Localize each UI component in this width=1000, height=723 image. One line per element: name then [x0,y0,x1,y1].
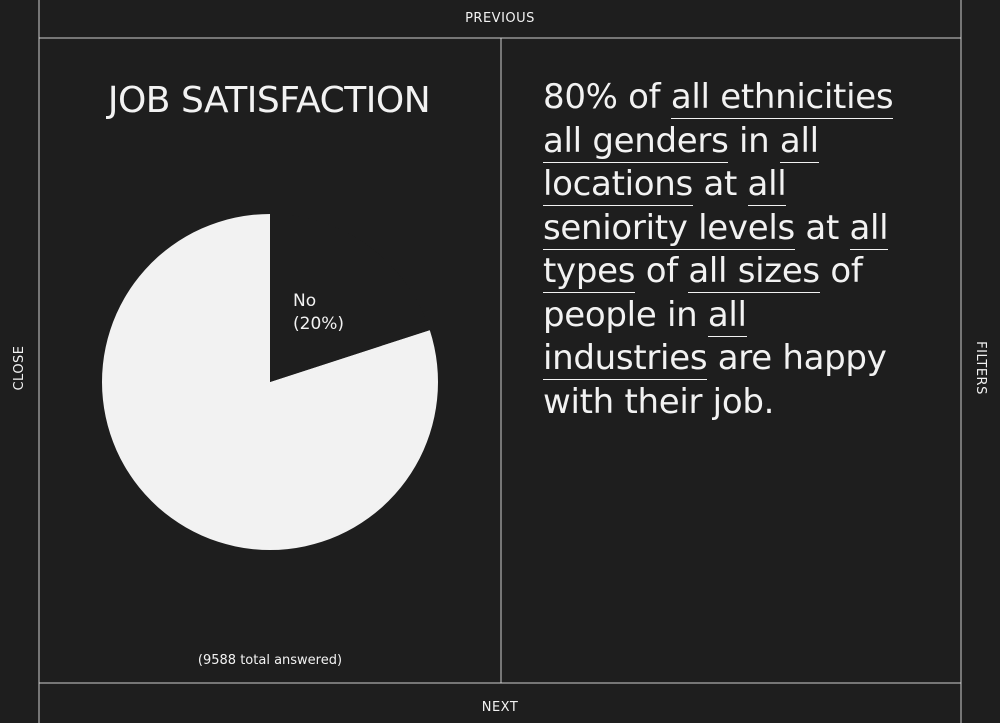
pie-slice [270,214,430,382]
filters-button[interactable]: FILTERS [973,341,988,395]
filter-link[interactable]: all [849,207,889,250]
filter-link[interactable]: all ethnicities [670,77,894,119]
summary-segment: at [703,164,738,204]
filter-link[interactable]: all genders [543,120,729,163]
filter-link[interactable]: locations [543,164,693,206]
chart-title: JOB SATISFACTION [106,80,430,121]
filter-link[interactable]: all [747,164,787,206]
filter-link[interactable]: industries [543,338,708,380]
filter-link[interactable]: all [779,120,819,163]
slice-value-label: (20%) [293,314,344,334]
filter-link[interactable]: types [543,251,636,293]
borders [38,0,962,723]
summary-segment: 80% of [543,77,661,117]
footnote: (9588 total answered) [198,653,342,668]
summary-segment: of people in [543,251,863,335]
slice-label: Yes [193,427,222,447]
slice-value-label: (80%) [194,450,245,470]
summary-segment: are happy with their job. [543,338,887,422]
previous-button[interactable]: PREVIOUS [465,11,535,26]
pie-slice [101,214,438,551]
filter-link[interactable]: seniority levels [543,207,795,250]
summary-segment: at [805,207,839,248]
summary-segment: in [739,120,770,161]
pie: Yes (80%) No (20%) [101,214,438,551]
summary-segment: of [645,251,678,291]
filter-link[interactable]: all [707,294,747,337]
slice-label: No [293,291,316,311]
close-button[interactable]: CLOSE [12,345,27,390]
filter-link[interactable]: all sizes [688,251,820,293]
summary-text: 80% of all ethnicities all genders in al… [543,76,913,424]
next-button[interactable]: NEXT [482,700,519,715]
